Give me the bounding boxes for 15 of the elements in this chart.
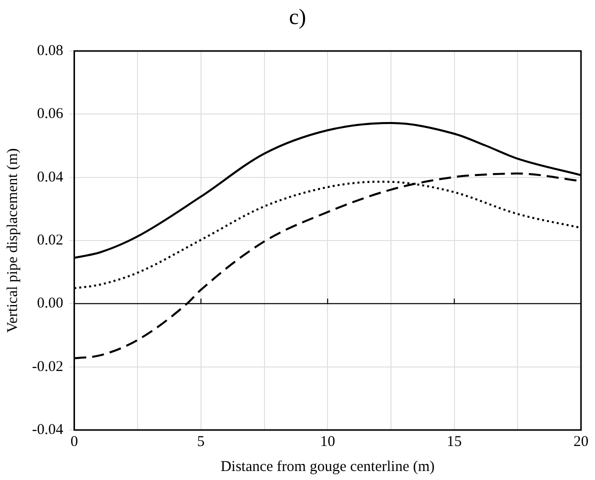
x-axis-title: Distance from gouge centerline (m) [220,458,435,475]
x-tick-label: 20 [574,434,588,450]
y-tick-label: 0.04 [36,169,64,186]
x-tick-label: 0 [70,434,78,450]
x-tick-label: 15 [446,434,462,450]
y-tick-label: -0.04 [32,422,64,438]
x-tick-label: 5 [197,434,205,450]
y-tick-label: 0.02 [36,232,64,248]
x-tick-label: 10 [320,434,336,450]
y-axis-title: Vertical pipe displacement (m) [4,148,21,333]
chart-title: c) [288,4,308,30]
y-tick-label: 0.06 [36,106,64,122]
y-tick-label: -0.02 [32,358,64,375]
y-tick-label: 0.00 [36,296,64,312]
y-tick-label: 0.08 [36,42,64,59]
